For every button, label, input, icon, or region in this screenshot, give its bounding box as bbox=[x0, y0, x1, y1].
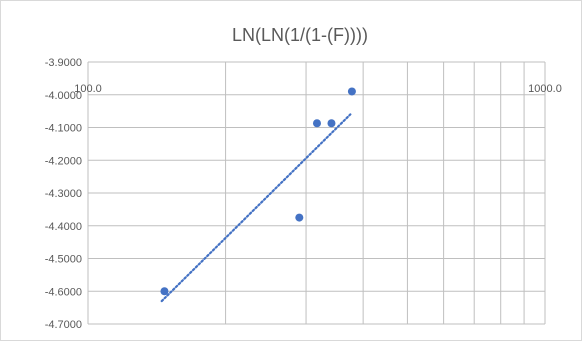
y-tick-label: -4.2000 bbox=[45, 155, 82, 167]
y-tick-label: -4.6000 bbox=[45, 286, 82, 298]
x-tick-labels: 100.0 1000.0 bbox=[74, 83, 562, 95]
trendline bbox=[160, 113, 352, 303]
y-tick-label: -4.1000 bbox=[45, 123, 82, 135]
data-point bbox=[295, 213, 304, 222]
x-tick-label: 100.0 bbox=[74, 83, 102, 95]
y-tick-label: -3.9000 bbox=[45, 57, 82, 69]
y-tick-label: -4.3000 bbox=[45, 188, 82, 200]
data-point bbox=[312, 119, 321, 128]
chart-title: LN(LN(1/(1-(F)))) bbox=[232, 25, 368, 45]
data-point bbox=[160, 287, 169, 296]
gridlines bbox=[87, 61, 546, 325]
x-tick-label: 1000.0 bbox=[528, 83, 562, 95]
trendline-layer bbox=[160, 113, 352, 303]
y-tick-label: -4.5000 bbox=[45, 254, 82, 266]
y-tick-labels: -3.9000 -4.0000 -4.1000 -4.2000 -4.3000 -4.40… bbox=[45, 57, 82, 331]
data-point bbox=[347, 87, 356, 96]
data-point bbox=[327, 119, 336, 128]
data-points bbox=[160, 87, 356, 296]
y-tick-label: -4.7000 bbox=[45, 319, 82, 331]
y-tick-label: -4.4000 bbox=[45, 221, 82, 233]
y-tick-label: -4.0000 bbox=[45, 90, 82, 102]
